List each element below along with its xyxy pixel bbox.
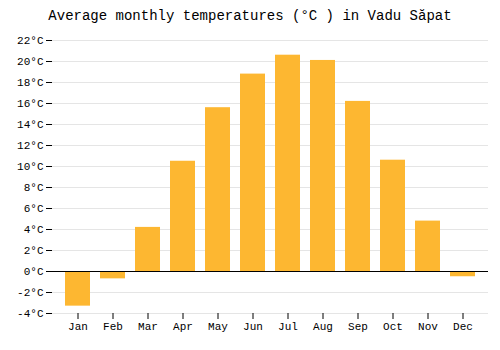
svg-text:6°C: 6°C [24, 203, 44, 215]
svg-text:22°C: 22°C [17, 35, 44, 47]
svg-text:Sep: Sep [348, 321, 368, 333]
svg-text:8°C: 8°C [24, 182, 44, 194]
html-text:Average monthly temperatures (: Average monthly temperatures (°C ) in Va… [48, 8, 452, 24]
svg-text:12°C: 12°C [17, 140, 44, 152]
svg-text:Jan: Jan [68, 321, 88, 333]
svg-text:14°C: 14°C [17, 119, 44, 131]
svg-text:18°C: 18°C [17, 77, 44, 89]
svg-text:Mar: Mar [138, 321, 158, 333]
svg-text:-4°C: -4°C [17, 308, 44, 320]
svg-text:0°C: 0°C [24, 266, 44, 278]
svg-text:May: May [208, 321, 228, 333]
svg-text:10°C: 10°C [17, 161, 44, 173]
svg-text:-2°C: -2°C [17, 287, 44, 299]
svg-text:Feb: Feb [103, 321, 123, 333]
svg-text:Nov: Nov [418, 321, 438, 333]
svg-text:Jul: Jul [278, 321, 298, 333]
svg-text:2°C: 2°C [24, 245, 44, 257]
svg-text:16°C: 16°C [17, 98, 44, 110]
svg-text:Oct: Oct [383, 321, 403, 333]
svg-text:Jun: Jun [243, 321, 263, 333]
svg-text:Aug: Aug [313, 321, 333, 333]
svg-text:Dec: Dec [453, 321, 473, 333]
svg-text:Apr: Apr [173, 321, 193, 333]
svg-text:20°C: 20°C [17, 56, 44, 68]
svg-text:4°C: 4°C [24, 224, 44, 236]
